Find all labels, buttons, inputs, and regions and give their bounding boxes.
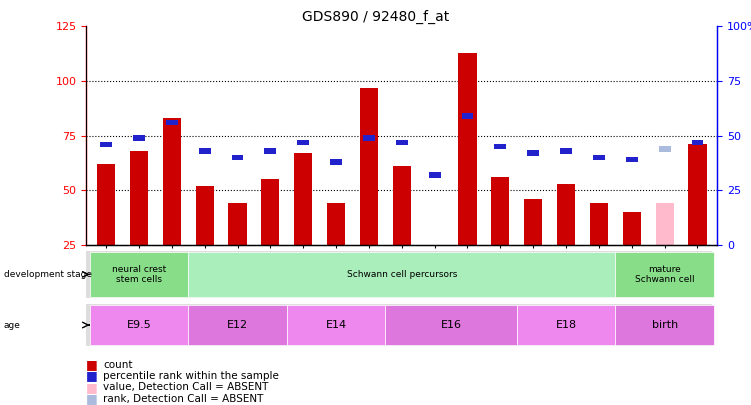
Bar (166, 120, 178, 125)
Bar (89, 305, 189, 345)
Bar (659, 146, 671, 151)
Text: value, Detection Call = ABSENT: value, Detection Call = ABSENT (103, 382, 268, 392)
Text: birth: birth (652, 320, 677, 330)
Text: percentile rank within the sample: percentile rank within the sample (103, 371, 279, 381)
Text: mature
Schwann cell: mature Schwann cell (635, 265, 695, 284)
Bar (458, 53, 477, 245)
Text: age: age (4, 320, 20, 330)
Text: E18: E18 (556, 320, 577, 330)
Text: E9.5: E9.5 (127, 320, 151, 330)
Text: development stage: development stage (4, 270, 92, 279)
Bar (89, 252, 189, 297)
Bar (527, 150, 539, 156)
Bar (360, 87, 378, 245)
Text: Schwann cell percursors: Schwann cell percursors (347, 270, 457, 279)
Bar (590, 203, 608, 245)
Bar (261, 179, 279, 245)
Bar (593, 155, 605, 160)
Bar (557, 184, 575, 245)
Bar (297, 139, 309, 145)
Bar (231, 155, 243, 160)
Bar (385, 305, 517, 345)
Bar (363, 135, 375, 141)
Bar (656, 203, 674, 245)
Bar (560, 148, 572, 154)
Bar (524, 199, 542, 245)
Bar (615, 252, 714, 297)
Text: neural crest
stem cells: neural crest stem cells (112, 265, 166, 284)
Bar (189, 252, 615, 297)
Bar (130, 151, 148, 245)
Bar (517, 305, 615, 345)
Bar (396, 139, 408, 145)
Bar (689, 145, 707, 245)
Bar (264, 148, 276, 154)
Bar (429, 172, 441, 178)
Bar (189, 305, 287, 345)
Bar (494, 144, 506, 149)
Bar (330, 159, 342, 165)
Bar (97, 164, 115, 245)
Text: GDS890 / 92480_f_at: GDS890 / 92480_f_at (302, 10, 449, 24)
Bar (462, 113, 473, 119)
Text: rank, Detection Call = ABSENT: rank, Detection Call = ABSENT (103, 394, 264, 403)
Bar (692, 139, 704, 145)
Bar (287, 305, 385, 345)
Bar (163, 118, 181, 245)
Text: E16: E16 (441, 320, 462, 330)
Bar (615, 305, 714, 345)
Bar (100, 142, 112, 147)
Bar (623, 212, 641, 245)
Bar (393, 166, 411, 245)
Text: ■: ■ (86, 358, 98, 371)
Bar (133, 135, 145, 141)
Bar (327, 203, 345, 245)
Text: ■: ■ (86, 392, 98, 405)
Bar (195, 186, 214, 245)
Bar (491, 177, 509, 245)
Bar (199, 148, 210, 154)
Bar (228, 203, 246, 245)
Text: E12: E12 (227, 320, 248, 330)
Bar (294, 153, 312, 245)
Text: count: count (103, 360, 132, 369)
Text: ■: ■ (86, 381, 98, 394)
Bar (626, 157, 638, 162)
Text: E14: E14 (325, 320, 347, 330)
Text: ■: ■ (86, 369, 98, 382)
